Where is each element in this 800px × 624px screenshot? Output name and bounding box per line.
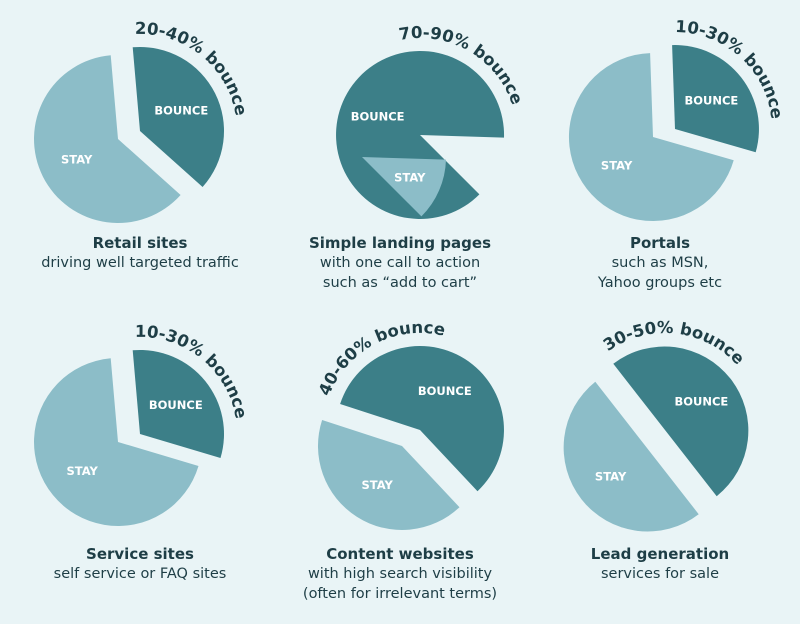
pie-subtitle-line: Yahoo groups etc [597,275,723,291]
pie-slice-bounce [613,346,749,497]
slice-label-bounce: BOUNCE [418,384,472,398]
caption-portals: Portals such as MSN, Yahoo groups etc [530,233,790,293]
slice-label-stay: STAY [394,171,426,185]
pie-slice-stay [568,53,734,222]
caption-lead-generation: Lead generation services for sale [530,544,790,584]
pie-subtitle-line: self service or FAQ sites [53,566,227,582]
pie-title: Portals [629,234,691,252]
slice-label-bounce: BOUNCE [154,103,208,117]
pie-slice-bounce [132,349,225,458]
pie-subtitle-line: with one call to action [319,255,481,271]
caption-retail-sites: Retail sites driving well targeted traff… [10,233,270,273]
slice-label-stay: STAY [67,464,99,478]
pie-slice-stay [34,358,199,526]
pie-subtitle-line: (often for irrelevant terms) [302,586,498,602]
pie-subtitle-line: services for sale [600,566,720,582]
pie-slice-bounce [132,46,225,187]
pie-subtitle-line: with high search visibility [307,566,493,582]
pie-subtitle-line: driving well targeted traffic [41,255,239,271]
pie-slice-bounce [340,345,504,492]
caption-service-sites: Service sites self service or FAQ sites [10,544,270,584]
slice-label-stay: STAY [601,158,633,172]
slice-label-bounce: BOUNCE [149,398,203,412]
pie-title: Retail sites [92,234,188,252]
slice-label-bounce: BOUNCE [674,395,728,409]
pie-slice-stay [563,381,699,532]
slice-label-stay: STAY [61,153,93,167]
slice-label-bounce: BOUNCE [351,110,405,124]
slice-label-stay: STAY [362,478,394,492]
caption-content-websites: Content websites with high search visibi… [270,544,530,604]
pie-title: Simple landing pages [308,234,491,252]
pie-title: Service sites [86,545,194,563]
slice-label-bounce: BOUNCE [684,94,738,108]
pie-subtitle-line: such as “add to cart” [322,275,478,291]
pie-slice-bounce [672,45,759,153]
pie-slice-bounce [336,50,505,219]
pie-slice-stay [34,55,181,223]
pie-slice-stay [317,420,460,530]
pie-title: Lead generation [590,545,730,563]
pie-subtitle-line: such as MSN, [611,255,709,271]
slice-label-stay: STAY [595,469,627,483]
caption-simple-landing-pages: Simple landing pages with one call to ac… [270,233,530,293]
pie-title: Content websites [326,545,474,563]
pie-slice-stay [362,157,446,217]
